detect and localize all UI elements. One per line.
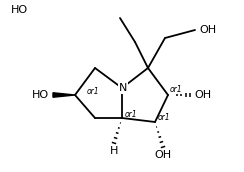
Text: or1: or1: [170, 84, 183, 94]
Text: or1: or1: [125, 110, 138, 119]
Text: H: H: [110, 146, 118, 156]
Text: or1: or1: [87, 87, 100, 95]
Text: OH: OH: [154, 150, 172, 160]
Text: HO: HO: [32, 90, 49, 100]
Text: OH: OH: [199, 25, 216, 35]
Text: OH: OH: [194, 90, 211, 100]
Text: or1: or1: [158, 112, 171, 121]
Polygon shape: [53, 93, 75, 97]
Text: N: N: [119, 83, 127, 93]
Text: HO: HO: [11, 5, 28, 15]
